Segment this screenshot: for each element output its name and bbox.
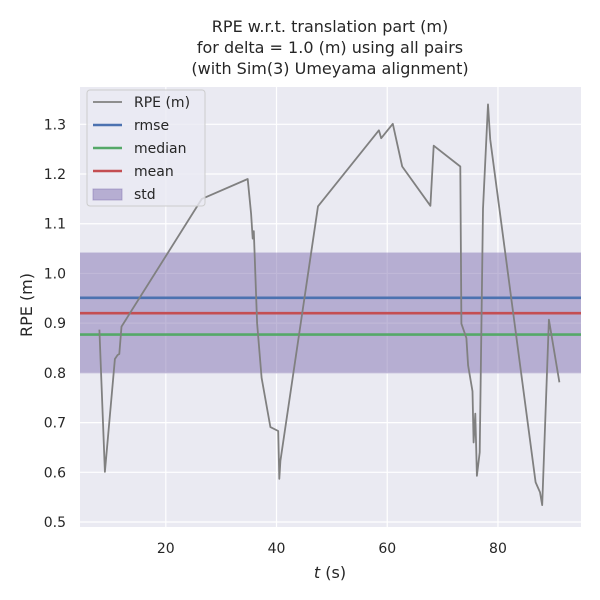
legend-label: rmse — [134, 118, 169, 134]
x-tick-label: 60 — [378, 541, 396, 557]
y-tick-label: 0.7 — [44, 416, 66, 432]
x-tick-label: 20 — [157, 541, 175, 557]
y-tick-label: 1.2 — [44, 167, 66, 183]
x-axis-label: t (s) — [314, 563, 346, 582]
y-tick-label: 0.8 — [44, 366, 66, 382]
y-tick-label: 0.9 — [44, 316, 66, 332]
x-tick-label: 80 — [489, 541, 507, 557]
legend-label: std — [134, 187, 156, 203]
y-tick-label: 1.1 — [44, 217, 66, 233]
legend-label: median — [134, 141, 186, 157]
legend-label: mean — [134, 164, 174, 180]
plot-area — [80, 87, 581, 527]
y-tick-label: 0.6 — [44, 465, 66, 481]
legend-swatch-std — [92, 188, 123, 201]
x-tick-label: 40 — [268, 541, 286, 557]
chart-title-line-1: RPE w.r.t. translation part (m) — [212, 17, 448, 36]
legend-label: RPE (m) — [134, 95, 190, 111]
rpe-series-line — [98, 103, 561, 507]
y-tick-label: 1.0 — [44, 266, 66, 282]
chart-title-line-2: for delta = 1.0 (m) using all pairs — [197, 38, 463, 57]
y-tick-label: 0.5 — [44, 515, 66, 531]
x-axis-label-var: t — [314, 563, 321, 582]
chart-title-line-3: (with Sim(3) Umeyama alignment) — [191, 59, 468, 78]
legend-box — [86, 89, 206, 207]
y-axis-label: RPE (m) — [17, 273, 36, 337]
x-axis-label-unit: (s) — [320, 563, 346, 582]
y-tick-label: 1.3 — [44, 117, 66, 133]
legend: RPE (m) rmse median mean std — [86, 89, 206, 207]
